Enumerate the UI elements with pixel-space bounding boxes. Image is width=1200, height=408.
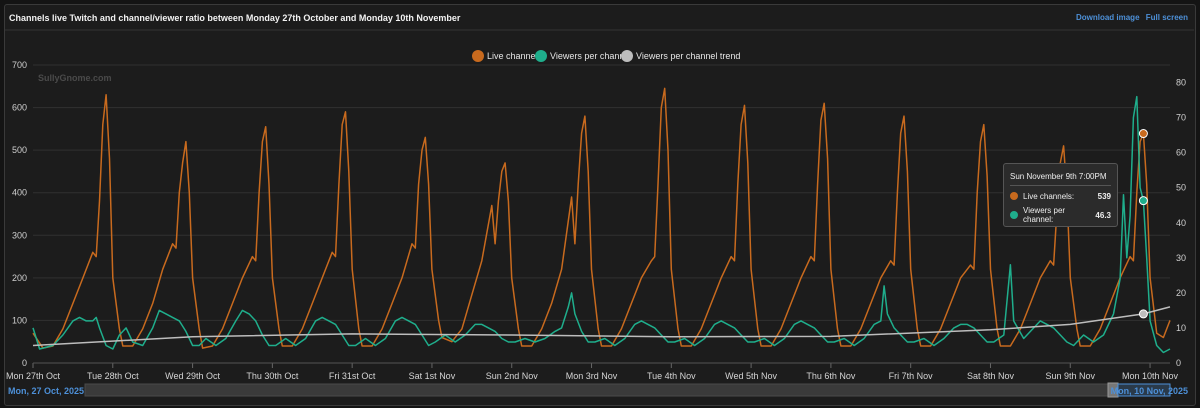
tooltip-viewers-value: 46.3: [1095, 210, 1111, 220]
watermark: SullyGnome.com: [38, 73, 112, 83]
trend-marker: [1138, 309, 1148, 319]
chart-tooltip: Sun November 9th 7:00PM Live channels: 5…: [1003, 163, 1118, 227]
tooltip-row-viewers: Viewers per channel: 46.3: [1010, 206, 1111, 224]
legend-label: Viewers per channel trend: [636, 51, 740, 61]
y-left-tick-label: 500: [12, 145, 27, 155]
y-right-tick-label: 70: [1176, 113, 1186, 123]
x-tick-label: Mon 3rd Nov: [566, 371, 618, 381]
tooltip-divider: [1010, 185, 1111, 186]
full-screen-link[interactable]: Full screen: [1145, 13, 1188, 22]
y-right-tick-label: 0: [1176, 358, 1181, 368]
y-right-tick-label: 20: [1176, 288, 1186, 298]
y-right-tick-label: 40: [1176, 218, 1186, 228]
y-right-tick-label: 50: [1176, 183, 1186, 193]
y-left-tick-label: 0: [22, 358, 27, 368]
legend-marker-icon: [621, 50, 633, 62]
header-links: Download image Full screen: [1072, 13, 1188, 22]
x-tick-label: Fri 31st Oct: [329, 371, 376, 381]
x-tick-label: Wed 5th Nov: [725, 371, 777, 381]
x-tick-label: Thu 30th Oct: [246, 371, 299, 381]
y-left-tick-label: 200: [12, 273, 27, 283]
x-tick-label: Sat 8th Nov: [967, 371, 1015, 381]
x-tick-label: Sun 9th Nov: [1045, 371, 1095, 381]
tooltip-row-live: Live channels: 539: [1010, 190, 1111, 202]
x-tick-label: Mon 10th Nov: [1122, 371, 1179, 381]
x-tick-label: Tue 4th Nov: [647, 371, 696, 381]
x-tick-label: Sun 2nd Nov: [486, 371, 539, 381]
y-right-tick-label: 60: [1176, 148, 1186, 158]
tooltip-title: Sun November 9th 7:00PM: [1010, 172, 1107, 181]
tooltip-viewers-label: Viewers per channel:: [1023, 206, 1066, 224]
y-left-tick-label: 100: [12, 315, 27, 325]
y-right-tick-label: 10: [1176, 323, 1186, 333]
chart-title: Channels live Twitch and channel/viewer …: [9, 13, 461, 23]
tooltip-live-value: 539: [1097, 191, 1111, 201]
y-left-tick-label: 400: [12, 188, 27, 198]
y-left-tick-label: 700: [12, 60, 27, 70]
viewers-trend-line: [32, 306, 1171, 347]
y-left-tick-label: 600: [12, 103, 27, 113]
legend-marker-icon: [472, 50, 484, 62]
legend-label: Viewers per channel: [550, 51, 631, 61]
y-left-tick-label: 300: [12, 230, 27, 240]
y-right-tick-label: 80: [1176, 78, 1186, 88]
navigator-end-label: Mon, 10 Nov, 2025: [1110, 386, 1188, 396]
legend-marker-icon: [535, 50, 547, 62]
navigator-range: [1117, 383, 1171, 397]
live-channels-marker: [1138, 129, 1148, 139]
x-tick-label: Tue 28th Oct: [87, 371, 139, 381]
tooltip-live-label: Live channels:: [1023, 191, 1075, 201]
x-tick-label: Mon 27th Oct: [6, 371, 61, 381]
download-image-link[interactable]: Download image: [1075, 13, 1140, 22]
x-tick-label: Sat 1st Nov: [409, 371, 456, 381]
viewers-per-channel-line: [32, 95, 1171, 354]
x-tick-label: Thu 6th Nov: [806, 371, 856, 381]
navigator-scrollbar: [84, 383, 1171, 397]
live-channels-dot-icon: [1010, 192, 1018, 200]
navigator-start-label: Mon, 27 Oct, 2025: [8, 386, 85, 396]
viewers-dot-icon: [1010, 211, 1018, 219]
x-tick-label: Wed 29th Oct: [165, 371, 220, 381]
x-tick-label: Fri 7th Nov: [889, 371, 934, 381]
legend-label: Live channels: [487, 51, 543, 61]
viewers-marker: [1138, 196, 1148, 206]
y-right-tick-label: 30: [1176, 253, 1186, 263]
live-channels-line: [32, 87, 1171, 349]
